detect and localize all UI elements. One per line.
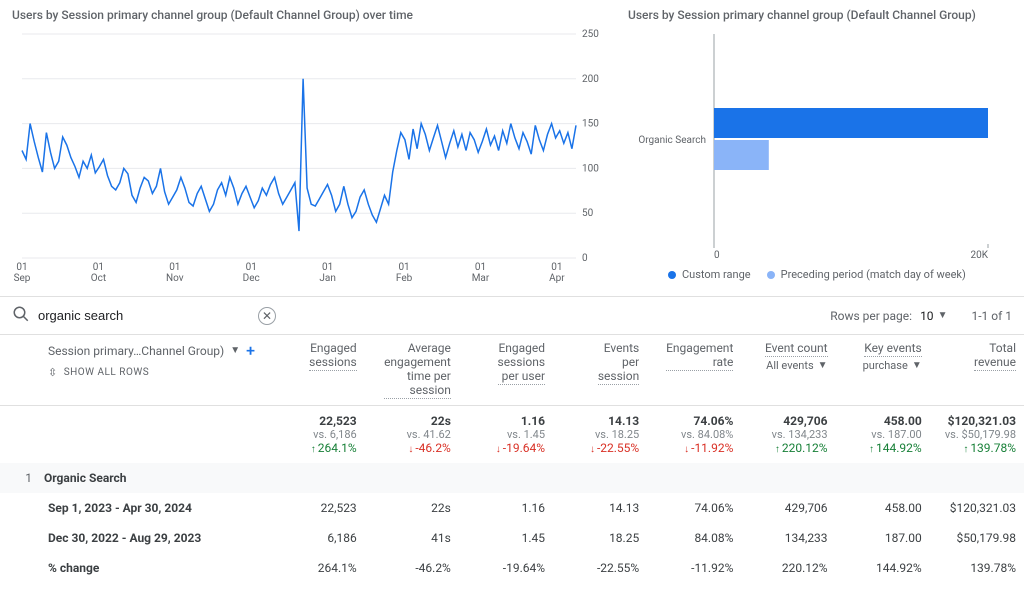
table-cell: -46.2% xyxy=(365,553,459,583)
table-cell: -19.64% xyxy=(459,553,553,583)
table-cell: 134,233 xyxy=(741,523,835,553)
line-chart: 05010015020025001Sep01Oct01Nov01Dec01Jan… xyxy=(12,28,612,288)
search-icon xyxy=(12,305,30,326)
svg-text:01: 01 xyxy=(246,262,257,273)
show-all-rows-button[interactable]: ⇳ SHOW ALL ROWS xyxy=(48,366,263,379)
svg-text:Nov: Nov xyxy=(166,273,184,284)
chevron-down-icon[interactable]: ▼ xyxy=(230,345,240,356)
svg-text:20K: 20K xyxy=(970,250,988,260)
table-cell: -22.55% xyxy=(553,553,647,583)
table-cell: 18.25 xyxy=(553,523,647,553)
svg-text:01: 01 xyxy=(169,262,180,273)
expand-icon: ⇳ xyxy=(48,366,58,379)
totals-cell: 458.00vs. 187.00↑144.92% xyxy=(836,406,930,464)
column-sub-selector[interactable]: All events▼ xyxy=(749,359,827,372)
data-table: Session primary…Channel Group) ▼ + ⇳ SHO… xyxy=(0,335,1024,583)
svg-text:50: 50 xyxy=(582,208,594,219)
svg-text:Feb: Feb xyxy=(396,273,413,284)
svg-text:Sep: Sep xyxy=(14,273,31,284)
table-cell: -11.92% xyxy=(647,553,741,583)
table-cell: 220.12% xyxy=(741,553,835,583)
totals-cell: 429,706vs. 134,233↑220.12% xyxy=(741,406,835,464)
svg-text:01: 01 xyxy=(93,262,104,273)
table-cell: 14.13 xyxy=(553,493,647,523)
svg-text:100: 100 xyxy=(582,163,599,174)
clear-search-icon[interactable]: ✕ xyxy=(258,307,276,325)
dimension-header[interactable]: Session primary…Channel Group) xyxy=(48,344,224,358)
svg-text:Oct: Oct xyxy=(91,273,106,284)
table-row-label: % change xyxy=(0,553,271,583)
bar-chart: 0 20K Organic Search xyxy=(628,28,1008,260)
svg-text:150: 150 xyxy=(582,119,599,130)
totals-cell: 74.06%vs. 84.08%↓-11.92% xyxy=(647,406,741,464)
svg-text:250: 250 xyxy=(582,29,599,40)
table-cell: $50,179.98 xyxy=(930,523,1024,553)
table-cell: 264.1% xyxy=(271,553,365,583)
svg-text:Mar: Mar xyxy=(472,273,490,284)
search-bar: ✕ Rows per page: 10▼ 1-1 of 1 xyxy=(0,296,1024,335)
column-header[interactable]: Averageengagementtime persession xyxy=(365,335,459,406)
rows-per-page-select[interactable]: 10▼ xyxy=(920,309,947,323)
table-cell: 74.06% xyxy=(647,493,741,523)
table-row-label: Sep 1, 2023 - Apr 30, 2024 xyxy=(0,493,271,523)
svg-text:01: 01 xyxy=(322,262,333,273)
column-header[interactable]: Eventspersession xyxy=(553,335,647,406)
svg-text:Jan: Jan xyxy=(319,273,335,284)
totals-cell: 22svs. 41.62↓-46.2% xyxy=(365,406,459,464)
svg-text:Organic Search: Organic Search xyxy=(638,135,706,146)
table-cell: 84.08% xyxy=(647,523,741,553)
table-cell: 139.78% xyxy=(930,553,1024,583)
line-chart-title: Users by Session primary channel group (… xyxy=(12,8,612,22)
svg-text:Dec: Dec xyxy=(243,273,260,284)
legend-custom-range: Custom range xyxy=(668,268,751,281)
bar-chart-panel: Users by Session primary channel group (… xyxy=(628,8,1012,288)
column-header[interactable]: Engagedsessionsper user xyxy=(459,335,553,406)
add-dimension-button[interactable]: + xyxy=(246,341,255,360)
totals-cell: $120,321.03vs. $50,179.98↑139.78% xyxy=(930,406,1024,464)
legend-preceding-period: Preceding period (match day of week) xyxy=(767,268,966,281)
table-cell: 187.00 xyxy=(836,523,930,553)
column-header[interactable]: Event countAll events▼ xyxy=(741,335,835,406)
table-cell: 429,706 xyxy=(741,493,835,523)
svg-text:Apr: Apr xyxy=(549,273,565,284)
column-sub-selector[interactable]: purchase▼ xyxy=(844,359,922,372)
svg-text:0: 0 xyxy=(714,250,720,260)
table-cell: $120,321.03 xyxy=(930,493,1024,523)
table-cell: 22s xyxy=(365,493,459,523)
line-chart-panel: Users by Session primary channel group (… xyxy=(12,8,612,288)
svg-text:01: 01 xyxy=(475,262,486,273)
svg-text:0: 0 xyxy=(582,253,588,264)
column-header[interactable]: Engagedsessions xyxy=(271,335,365,406)
bar-chart-legend: Custom range Preceding period (match day… xyxy=(628,268,1012,281)
svg-text:01: 01 xyxy=(398,262,409,273)
table-cell: 144.92% xyxy=(836,553,930,583)
column-header[interactable]: Key eventspurchase▼ xyxy=(836,335,930,406)
table-cell: 1.45 xyxy=(459,523,553,553)
totals-cell: 1.16vs. 1.45↓-19.64% xyxy=(459,406,553,464)
totals-cell: 14.13vs. 18.25↓-22.55% xyxy=(553,406,647,464)
table-cell: 22,523 xyxy=(271,493,365,523)
table-row[interactable]: 1Organic Search xyxy=(0,463,271,493)
svg-text:01: 01 xyxy=(16,262,27,273)
totals-cell: 22,523vs. 6,186↑264.1% xyxy=(271,406,365,464)
bar-chart-title: Users by Session primary channel group (… xyxy=(628,8,1012,22)
table-row-label: Dec 30, 2022 - Aug 29, 2023 xyxy=(0,523,271,553)
svg-text:01: 01 xyxy=(551,262,562,273)
table-cell: 41s xyxy=(365,523,459,553)
table-cell: 458.00 xyxy=(836,493,930,523)
column-header[interactable]: Engagementrate xyxy=(647,335,741,406)
rows-per-page-label: Rows per page: xyxy=(830,309,912,323)
table-cell: 6,186 xyxy=(271,523,365,553)
column-header[interactable]: Totalrevenue xyxy=(930,335,1024,406)
page-range: 1-1 of 1 xyxy=(971,309,1012,323)
chevron-down-icon: ▼ xyxy=(938,310,948,321)
svg-text:200: 200 xyxy=(582,74,599,85)
table-cell: 1.16 xyxy=(459,493,553,523)
search-input[interactable] xyxy=(38,308,258,323)
